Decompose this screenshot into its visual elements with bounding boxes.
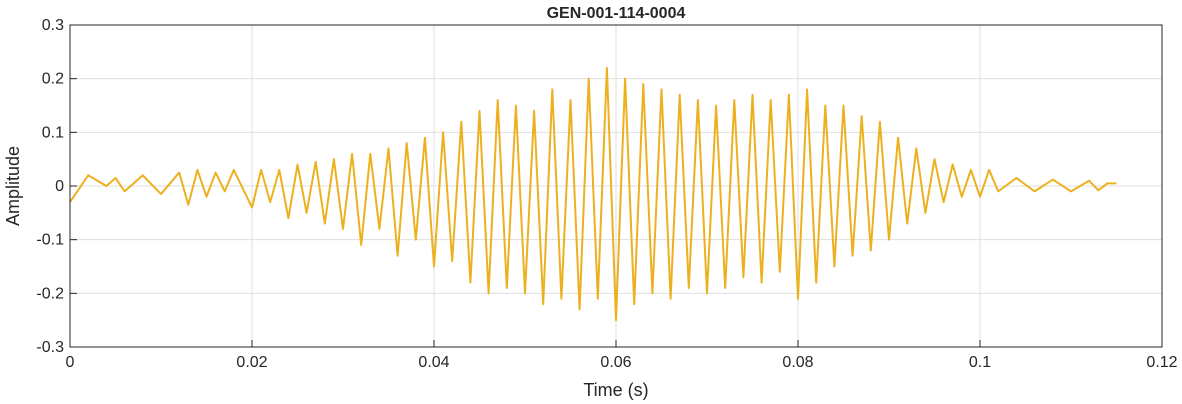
y-tick-label: -0.2 bbox=[36, 285, 64, 302]
x-tick-label: 0 bbox=[66, 354, 75, 371]
x-tick-label: 0.12 bbox=[1146, 354, 1177, 371]
chart-title: GEN-001-114-0004 bbox=[547, 5, 686, 22]
y-tick-label: 0 bbox=[55, 178, 64, 195]
axis-ticks: 0 0.02 0.04 0.06 0.08 0.1 0.12 -0.3 -0.2 -0.1 0 0.1… bbox=[36, 17, 1177, 371]
x-axis-label: Time (s) bbox=[583, 380, 648, 400]
x-tick-label: 0.06 bbox=[600, 354, 631, 371]
x-tick-label: 0.08 bbox=[782, 354, 813, 371]
y-tick-label: 0.1 bbox=[42, 124, 64, 141]
x-tick-label: 0.02 bbox=[236, 354, 267, 371]
waveform-line bbox=[69, 66, 1117, 322]
x-tick-label: 0.1 bbox=[969, 354, 991, 371]
y-tick-label: 0.3 bbox=[42, 17, 64, 34]
x-tick-label: 0.04 bbox=[418, 354, 449, 371]
y-tick-label: 0.2 bbox=[42, 71, 64, 88]
y-axis-label: Amplitude bbox=[3, 146, 23, 226]
y-tick-label: -0.3 bbox=[36, 339, 64, 356]
y-tick-label: -0.1 bbox=[36, 232, 64, 249]
